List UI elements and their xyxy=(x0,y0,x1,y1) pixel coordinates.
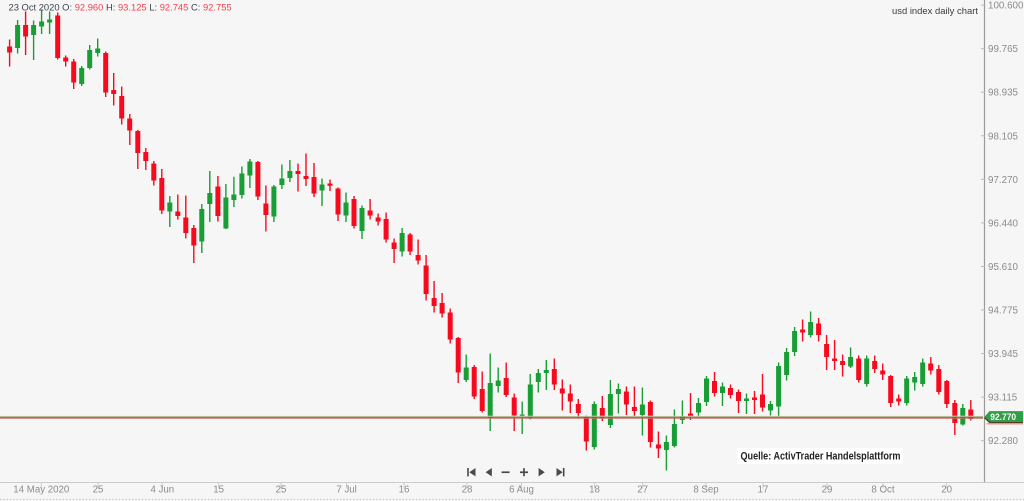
svg-text:7 Jul: 7 Jul xyxy=(336,485,356,496)
svg-text:93.945: 93.945 xyxy=(988,349,1019,360)
svg-text:96.440: 96.440 xyxy=(988,218,1019,229)
svg-text:28: 28 xyxy=(462,485,473,496)
svg-text:15: 15 xyxy=(213,485,224,496)
svg-text:6 Aug: 6 Aug xyxy=(509,485,534,496)
svg-text:17: 17 xyxy=(758,485,769,496)
svg-text:8 Oct: 8 Oct xyxy=(871,485,894,496)
svg-text:4 Jun: 4 Jun xyxy=(150,485,174,496)
svg-text:92.770: 92.770 xyxy=(990,412,1016,422)
svg-text:94.775: 94.775 xyxy=(988,306,1019,317)
svg-text:95.610: 95.610 xyxy=(988,262,1019,273)
svg-text:29: 29 xyxy=(822,485,833,496)
svg-text:23 Oct 2020 O: 92.960 H: 93.12: 23 Oct 2020 O: 92.960 H: 93.125 L: 92.74… xyxy=(9,1,232,12)
svg-text:8 Sep: 8 Sep xyxy=(693,485,718,496)
svg-text:16: 16 xyxy=(399,485,410,496)
svg-text:93.115: 93.115 xyxy=(988,393,1018,404)
svg-text:14 May 2020: 14 May 2020 xyxy=(13,485,70,496)
svg-text:100.600: 100.600 xyxy=(988,1,1024,12)
svg-text:98.105: 98.105 xyxy=(988,131,1019,142)
svg-text:18: 18 xyxy=(589,485,600,496)
svg-text:98.935: 98.935 xyxy=(988,88,1019,99)
svg-text:25: 25 xyxy=(93,485,104,496)
svg-text:97.270: 97.270 xyxy=(988,175,1019,186)
svg-text:25: 25 xyxy=(276,485,287,496)
svg-text:Quelle: ActivTrader Handelspla: Quelle: ActivTrader Handelsplattform xyxy=(741,451,901,463)
svg-text:92.280: 92.280 xyxy=(988,436,1019,447)
svg-text:20: 20 xyxy=(941,485,952,496)
svg-text:27: 27 xyxy=(637,485,648,496)
svg-text:99.765: 99.765 xyxy=(988,44,1019,55)
svg-text:usd index daily chart: usd index daily chart xyxy=(892,6,978,17)
